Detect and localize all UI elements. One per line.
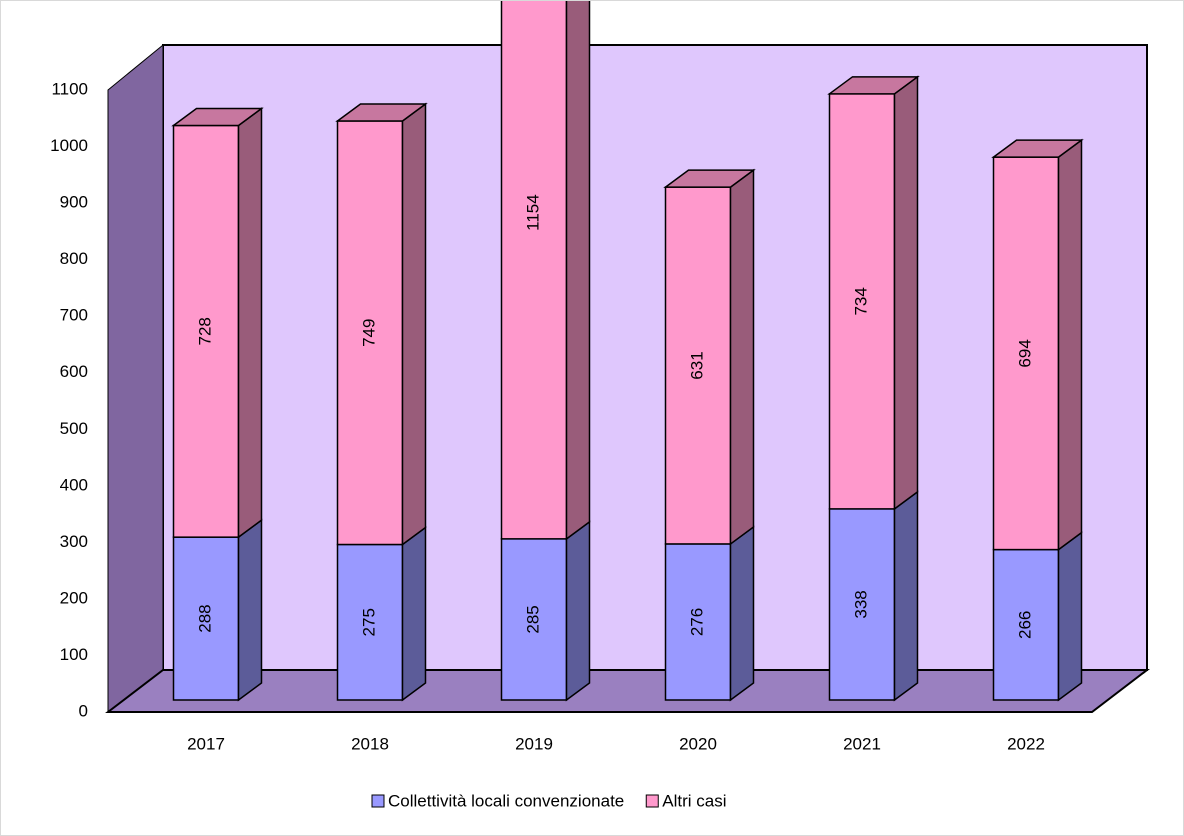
- bar-front: [992, 548, 1060, 701]
- value-label: 288: [195, 604, 214, 632]
- bar-top: [991, 139, 1084, 158]
- value-label: 285: [523, 605, 542, 633]
- value-label: 276: [687, 608, 706, 636]
- y-tick-label: 100: [60, 645, 88, 664]
- x-tick-label: 2017: [187, 734, 225, 753]
- y-tick-label: 700: [60, 306, 88, 325]
- value-label: 338: [851, 590, 870, 618]
- y-tick-label: 1000: [50, 136, 88, 155]
- legend-label: Collettività locali convenzionate: [388, 791, 624, 810]
- bar-front: [664, 543, 732, 701]
- bar-front: [172, 536, 240, 701]
- bars: 288 728 275 749 285 1154 276 631 338 734 266 694: [171, 1, 1084, 702]
- legend-label: Altri casi: [662, 791, 726, 810]
- x-tick-label: 2022: [1007, 734, 1045, 753]
- bar-side: [729, 525, 755, 702]
- floor: [105, 669, 1150, 713]
- bar-side: [1057, 138, 1083, 552]
- x-tick-label: 2021: [843, 734, 881, 753]
- value-label: 275: [359, 608, 378, 636]
- x-tick-label: 2019: [515, 734, 553, 753]
- value-label: 749: [359, 319, 378, 347]
- legend-swatch: [371, 794, 385, 808]
- value-label: 694: [1015, 339, 1034, 367]
- legend-swatch: [645, 794, 659, 808]
- x-tick-label: 2020: [679, 734, 717, 753]
- bar-top: [335, 103, 428, 122]
- bar-side: [237, 518, 263, 702]
- bar-side: [893, 75, 919, 511]
- bar-front: [336, 120, 404, 546]
- y-tick-label: 600: [60, 362, 88, 381]
- bar-side: [401, 102, 427, 546]
- bar-top: [827, 76, 920, 95]
- bar-top: [171, 107, 264, 127]
- bar-front: [500, 1, 568, 540]
- value-label: 266: [1015, 611, 1034, 639]
- y-tick-label: 200: [60, 588, 88, 607]
- x-tick-label: 2018: [351, 734, 389, 753]
- y-tick-label: 1100: [51, 79, 88, 98]
- side-wall: [107, 43, 164, 714]
- bar-front: [992, 156, 1060, 551]
- bar-front: [172, 124, 240, 538]
- value-label: 631: [687, 351, 706, 379]
- bar-front: [828, 93, 896, 510]
- bar-side: [401, 526, 427, 702]
- bar-front: [664, 186, 732, 545]
- y-tick-label: 800: [60, 249, 88, 268]
- bar-side: [565, 520, 591, 702]
- y-tick-label: 500: [60, 419, 88, 438]
- bar-side: [1057, 531, 1083, 702]
- value-label: 1154: [523, 194, 542, 231]
- bar-side: [565, 1, 591, 541]
- bar-side: [893, 490, 919, 702]
- y-tick-label: 900: [60, 193, 88, 212]
- value-label: 734: [851, 287, 870, 315]
- bar-side: [237, 107, 263, 539]
- value-label: 728: [195, 317, 214, 345]
- y-tick-label: 300: [60, 532, 88, 551]
- y-tick-label: 400: [60, 475, 88, 494]
- bar-side: [729, 168, 755, 546]
- y-tick-label: 0: [79, 701, 88, 720]
- bar-top: [663, 169, 756, 188]
